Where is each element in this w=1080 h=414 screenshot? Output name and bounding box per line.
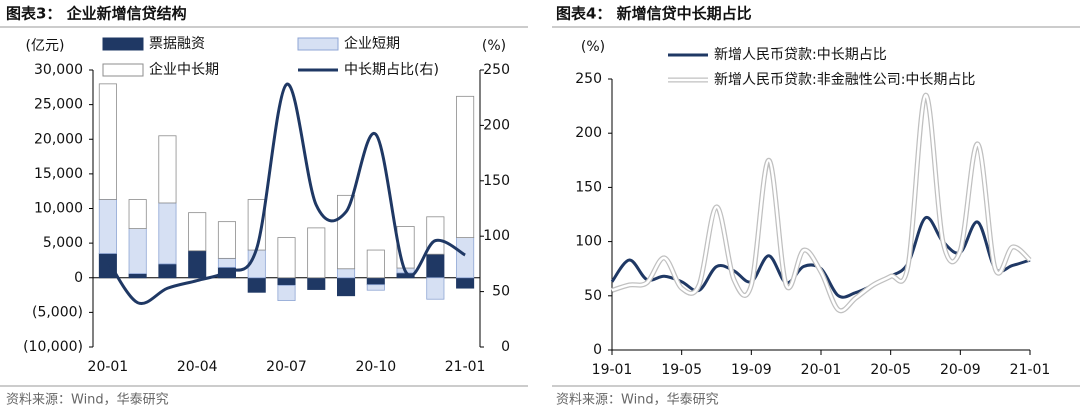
bar (217, 221, 236, 259)
legend-label: 企业短期 (344, 35, 400, 52)
y-tick-label: 250 (575, 71, 602, 87)
y-tick-label: (10,000) (23, 339, 83, 355)
bar (366, 284, 385, 291)
bar (456, 95, 475, 238)
y2-tick-label: 100 (483, 228, 510, 244)
bar (188, 212, 207, 252)
x-tick-label: 20-07 (266, 359, 307, 375)
bar (188, 250, 207, 279)
x-tick-label: 19-01 (592, 362, 633, 378)
y-tick-label: 25,000 (34, 97, 83, 113)
x-tick-label: 21-01 (1010, 362, 1051, 378)
x-tick-label: 20-04 (177, 359, 218, 375)
y-tick-label: 15,000 (34, 166, 83, 182)
legend-label: 票据融资 (149, 36, 205, 52)
y2-tick-label: 250 (483, 62, 510, 78)
bar (98, 253, 117, 279)
y-tick-label: 20,000 (34, 131, 83, 147)
bar (128, 273, 147, 279)
bar (307, 277, 326, 290)
legend-label: 新增人民币贷款:中长期占比 (714, 47, 887, 63)
bar (98, 83, 117, 200)
bar (456, 277, 475, 289)
bar (337, 194, 356, 270)
legend-label: 企业中长期 (149, 61, 219, 78)
y-tick-label: 100 (575, 234, 602, 250)
y-tick-label: 0 (593, 342, 602, 358)
legend-swatch (102, 37, 144, 51)
bar (98, 199, 117, 254)
bar (307, 227, 326, 279)
x-tick-label: 20-05 (870, 362, 911, 378)
y-tick-label: 200 (575, 125, 602, 141)
bar (158, 263, 177, 279)
bar (337, 268, 356, 279)
source: 资料来源：Wind，华泰研究 (6, 393, 169, 408)
y-tick-label: 50 (584, 288, 602, 304)
legend-label: 新增人民币贷款:非金融性公司:中长期占比 (714, 72, 975, 88)
bar (158, 202, 177, 265)
x-tick-label: 20-01 (801, 362, 842, 378)
y2-tick-label: 200 (483, 117, 510, 133)
bar (426, 277, 445, 300)
y-tick-label: 30,000 (34, 62, 83, 78)
y-tick-label: 150 (575, 179, 602, 195)
y-tick-label: 5,000 (43, 235, 83, 251)
bar (426, 253, 445, 279)
chart-title: 图表3： 企业新增信贷结构 (6, 5, 187, 23)
bar (277, 237, 296, 279)
bar (158, 135, 177, 204)
bar (456, 237, 475, 279)
y-tick-label: 10,000 (34, 201, 83, 217)
bar (366, 277, 385, 286)
chart-title: 图表4： 新增信贷中长期占比 (556, 5, 752, 23)
bar (277, 284, 296, 302)
line-series (610, 216, 1031, 299)
x-tick-label: 21-01 (445, 359, 486, 375)
x-tick-label: 19-09 (731, 362, 772, 378)
y2-tick-label: 50 (492, 284, 510, 300)
source: 资料来源：Wind，华泰研究 (556, 393, 719, 408)
legend-swatch (297, 37, 339, 51)
y-axis-label: (亿元) (26, 38, 65, 54)
y-tick-label: 0 (74, 270, 83, 286)
bar (277, 277, 296, 286)
legend-swatch (102, 63, 144, 77)
x-tick-label: 20-09 (940, 362, 981, 378)
y2-tick-label: 0 (501, 339, 510, 355)
bar (247, 277, 266, 293)
x-tick-label: 20-10 (355, 359, 396, 375)
bar (337, 277, 356, 297)
y-axis-label: (%) (581, 39, 605, 55)
line-series (106, 82, 466, 306)
bar (128, 228, 147, 274)
y2-tick-label: 150 (483, 173, 510, 189)
bar (366, 249, 385, 279)
y2-axis-label: (%) (482, 38, 506, 54)
bar (217, 257, 236, 268)
x-tick-label: 19-05 (661, 362, 702, 378)
bar (128, 199, 147, 229)
line-series-inner (611, 93, 1031, 313)
x-tick-label: 20-01 (88, 359, 129, 375)
y-tick-label: (5,000) (32, 304, 83, 320)
legend-label: 中长期占比(右) (344, 62, 439, 78)
